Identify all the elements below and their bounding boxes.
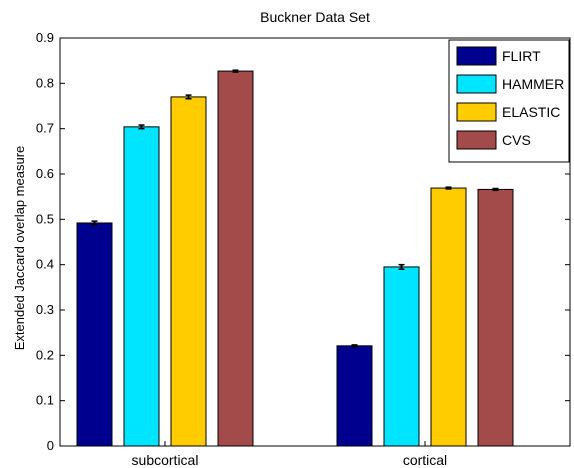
y-tick-label: 0.3 [36, 302, 54, 317]
legend-swatch-flirt [456, 46, 497, 66]
legend-label-cvs: CVS [502, 132, 531, 148]
legend-label-hammer: HAMMER [502, 76, 564, 92]
legend-label-flirt: FLIRT [502, 48, 541, 64]
y-tick-label: 0.1 [36, 393, 54, 408]
legend-swatch-elastic [456, 102, 497, 122]
y-tick-label: 0.6 [36, 166, 54, 181]
x-category-label: cortical [403, 452, 447, 468]
x-category-label: subcortical [132, 452, 199, 468]
bar-hammer-subcortical [123, 126, 160, 447]
y-tick-label: 0.8 [36, 75, 54, 90]
legend-label-elastic: ELASTIC [502, 104, 560, 120]
y-tick-label: 0.2 [36, 347, 54, 362]
chart-title: Buckner Data Set [260, 9, 370, 25]
bar-cvs-cortical [477, 188, 514, 447]
bar-hammer-cortical [383, 266, 420, 447]
bar-flirt-subcortical [76, 222, 113, 447]
bar-elastic-subcortical [170, 96, 207, 447]
x-axis-category-labels: subcortical cortical [132, 452, 448, 468]
y-tick-label: 0.5 [36, 211, 54, 226]
legend-swatch-hammer [456, 74, 497, 94]
legend: FLIRT HAMMER ELASTIC CVS [448, 39, 570, 163]
bar-cvs-subcortical [217, 70, 254, 447]
bar-elastic-cortical [430, 187, 467, 447]
y-tick-label: 0.7 [36, 121, 54, 136]
y-tick-label: 0 [47, 438, 54, 453]
y-axis-label: Extended Jaccard overlap measure [12, 146, 27, 351]
bars-group [76, 69, 514, 447]
y-axis: 0 0.1 0.2 0.3 0.4 0.5 0.6 0.7 0.8 0.9 [36, 30, 570, 453]
legend-swatch-cvs [456, 130, 497, 150]
y-tick-label: 0.9 [36, 30, 54, 45]
y-tick-label: 0.4 [36, 257, 54, 272]
bar-flirt-cortical [336, 345, 373, 447]
